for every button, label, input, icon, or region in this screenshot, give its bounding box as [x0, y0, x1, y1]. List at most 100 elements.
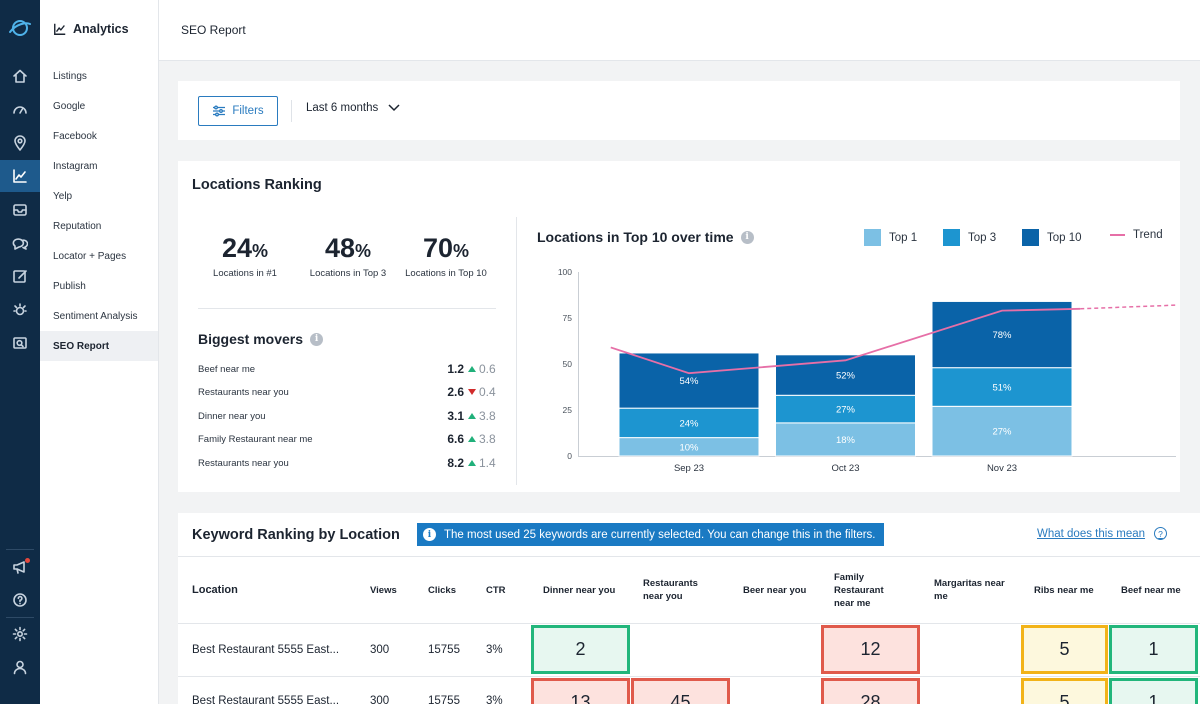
stat-value: 70%	[422, 233, 470, 263]
settings-icon[interactable]	[0, 618, 40, 650]
analytics-icon[interactable]	[0, 160, 40, 192]
col-keyword[interactable]: Family Restaurant near me	[834, 572, 884, 609]
rank-cell[interactable]: 5	[1021, 678, 1108, 704]
chevron-down-icon	[388, 104, 400, 112]
bar-data-label: 27%	[836, 405, 856, 416]
rank-cell[interactable]: 5	[1021, 625, 1108, 674]
cell-clicks: 15755	[428, 644, 460, 656]
rank-cell[interactable]: 28	[821, 678, 920, 704]
section-divider	[516, 217, 517, 485]
col-views[interactable]: Views	[370, 585, 397, 596]
legend-top10: Top 10	[1022, 229, 1082, 246]
rank-cell[interactable]: 12	[821, 625, 920, 674]
chart-title-text: Locations in Top 10 over time	[537, 229, 734, 245]
banner-text: The most used 25 keywords are currently …	[444, 528, 876, 541]
page-header: SEO Report	[159, 0, 1200, 61]
x-tick-label: Nov 23	[987, 463, 1017, 474]
home-icon[interactable]	[0, 60, 40, 92]
sentiment-icon[interactable]	[0, 294, 40, 326]
filters-button[interactable]: Filters	[198, 96, 278, 126]
x-tick-label: Sep 23	[674, 463, 704, 474]
rank-cell[interactable]: 45	[631, 678, 730, 704]
col-clicks[interactable]: Clicks	[428, 585, 456, 596]
filters-bar: Filters Last 6 months	[178, 81, 1180, 140]
rank-cell[interactable]: 2	[531, 625, 630, 674]
location-pin-icon[interactable]	[0, 127, 40, 159]
chart-title: Locations in Top 10 over time i	[537, 229, 754, 245]
help-link[interactable]: What does this mean ?	[1037, 527, 1168, 540]
nav-item-google[interactable]: Google	[53, 100, 86, 112]
rail-divider	[6, 549, 34, 550]
col-keyword[interactable]: Ribs near me	[1034, 585, 1094, 596]
edit-icon[interactable]	[0, 260, 40, 292]
notification-dot	[25, 558, 30, 563]
nav-item-locator-pages[interactable]: Locator + Pages	[53, 250, 127, 262]
icon-rail	[0, 0, 40, 704]
legend-label: Top 10	[1047, 231, 1082, 244]
col-keyword[interactable]: Dinner near you	[543, 585, 616, 596]
bar-segment	[931, 405, 1073, 457]
nav-item-sentiment-analysis[interactable]: Sentiment Analysis	[53, 310, 138, 322]
mover-row: Beef near me 1.2 0.6	[198, 362, 498, 378]
nav-item-reputation[interactable]: Reputation	[53, 220, 102, 232]
bar-segment	[931, 367, 1073, 407]
keyword-ranking-card: Keyword Ranking by Location i The most u…	[178, 513, 1200, 704]
nav-item-instagram[interactable]: Instagram	[53, 160, 98, 172]
mover-row: Family Restaurant near me 6.6 3.8	[198, 432, 498, 448]
info-icon[interactable]: i	[740, 230, 754, 244]
cell-views: 300	[370, 695, 390, 704]
rank-cell[interactable]: 1	[1109, 625, 1198, 674]
bar-data-label: 54%	[679, 376, 699, 387]
question-icon[interactable]: ?	[1154, 527, 1168, 540]
help-icon[interactable]	[0, 584, 40, 616]
col-keyword[interactable]: Restaurants near you	[643, 578, 698, 602]
bar-data-label: 18%	[836, 435, 856, 446]
col-keyword[interactable]: Beer near you	[743, 585, 807, 596]
locations-top10-chart: 0 25 50 75 100 10% 24% 54% Sep 23 18% 27% 52% Oct 23…	[558, 267, 1177, 474]
col-location[interactable]: Location	[192, 584, 238, 596]
mover-value: 6.6	[447, 432, 464, 446]
help-link-text[interactable]: What does this mean	[1037, 527, 1146, 540]
nav-item-listings[interactable]: Listings	[53, 70, 87, 82]
rank-cell[interactable]: 13	[531, 678, 630, 704]
legend-trend: Trend	[1110, 229, 1163, 241]
user-icon[interactable]	[0, 651, 40, 683]
nav-header: Analytics	[53, 22, 129, 36]
logo-icon[interactable]	[0, 12, 40, 44]
info-banner: i The most used 25 keywords are currentl…	[417, 523, 884, 546]
legend-swatch	[943, 229, 960, 246]
nav-item-seo-report[interactable]: SEO Report	[40, 331, 158, 361]
biggest-movers-title: Biggest movers i	[198, 331, 324, 347]
nav-item-facebook[interactable]: Facebook	[53, 130, 97, 142]
nav-item-publish[interactable]: Publish	[53, 280, 86, 292]
col-ctr[interactable]: CTR	[486, 585, 506, 596]
announcements-icon[interactable]	[0, 551, 40, 583]
trend-line-projection	[1080, 304, 1177, 310]
inbox-icon[interactable]	[0, 194, 40, 226]
rank-cell[interactable]: 1	[1109, 678, 1198, 704]
analytics-icon	[54, 23, 66, 35]
period-dropdown[interactable]: Last 6 months	[306, 102, 400, 114]
cell-location[interactable]: Best Restaurant 5555 East...	[192, 695, 340, 704]
cell-location[interactable]: Best Restaurant 5555 East...	[192, 644, 340, 656]
arrow-up-icon	[468, 460, 476, 466]
mover-keyword: Family Restaurant near me	[198, 434, 313, 445]
col-keyword[interactable]: Beef near me	[1121, 585, 1181, 596]
bar-data-label: 24%	[679, 418, 699, 429]
chat-icon[interactable]	[0, 227, 40, 259]
col-keyword[interactable]: Margaritas near me	[934, 578, 1005, 602]
nav-item-yelp[interactable]: Yelp	[53, 190, 73, 202]
legend-line	[1110, 234, 1125, 236]
dashboard-icon[interactable]	[0, 93, 40, 125]
seo-report-icon[interactable]	[0, 327, 40, 359]
mover-value: 2.6	[447, 385, 464, 399]
rail-divider	[6, 617, 34, 618]
info-icon[interactable]: i	[310, 332, 324, 346]
legend-swatch	[1022, 229, 1039, 246]
nav-title: Analytics	[73, 22, 129, 36]
legend-top3: Top 3	[943, 229, 996, 246]
mover-keyword: Dinner near you	[198, 411, 266, 422]
cell-ctr: 3%	[486, 695, 503, 704]
legend-label: Top 3	[968, 231, 997, 244]
mover-value: 8.2	[447, 456, 464, 470]
